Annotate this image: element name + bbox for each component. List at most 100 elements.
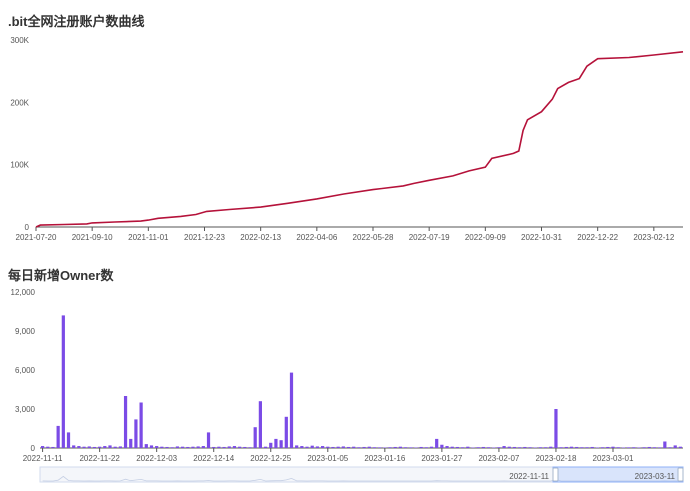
owner-bar <box>357 447 361 448</box>
x-tick-label: 2022-11-11 <box>23 454 63 463</box>
owner-bar <box>289 372 294 448</box>
owner-bar <box>149 445 154 448</box>
x-tick-label: 2022-12-03 <box>136 454 177 463</box>
owner-bar <box>476 447 480 448</box>
owner-bar <box>66 432 71 448</box>
owner-bar <box>310 445 314 448</box>
datazoom-end-handle[interactable] <box>677 467 684 482</box>
owner-bar <box>419 446 423 448</box>
owner-bar <box>611 446 615 448</box>
x-tick-label: 2021-07-20 <box>16 233 57 242</box>
owner-bar <box>383 447 387 448</box>
owner-bar <box>77 446 81 448</box>
owner-bar <box>40 446 45 448</box>
owner-bar <box>263 446 268 448</box>
x-tick-label: 2022-11-22 <box>79 454 120 463</box>
y-tick-label: 300K <box>10 36 29 45</box>
owner-bar <box>466 446 470 448</box>
owner-bar <box>222 446 226 448</box>
owner-bar <box>642 447 646 448</box>
owner-bar <box>606 446 610 448</box>
owner-bar <box>326 446 330 448</box>
y-tick-label: 9,000 <box>15 327 36 336</box>
accounts-series-line <box>35 51 684 228</box>
owner-bar <box>336 446 340 448</box>
y-tick-label: 100K <box>10 161 29 170</box>
owner-bar <box>82 446 86 448</box>
y-tick-label: 3,000 <box>15 405 36 414</box>
owner-bar <box>92 446 97 448</box>
owner-bar <box>652 447 657 448</box>
owner-bar <box>492 447 496 448</box>
owner-bar <box>445 446 449 448</box>
owner-bar <box>108 445 112 448</box>
x-tick-label: 2022-12-25 <box>250 454 291 463</box>
owner-bar <box>378 447 382 448</box>
owner-bar <box>393 446 397 448</box>
owner-bar <box>160 446 164 448</box>
owner-bar <box>269 442 273 448</box>
owner-bar <box>424 447 428 448</box>
x-tick-label: 2023-03-01 <box>593 454 634 463</box>
owner-bar <box>258 401 262 448</box>
owner-bar <box>409 447 413 448</box>
owner-bar <box>206 432 211 448</box>
owner-bar <box>367 446 371 448</box>
owner-bar <box>341 446 345 448</box>
owner-bar <box>284 416 288 448</box>
owner-bar <box>98 446 102 448</box>
owner-bar <box>440 444 444 448</box>
x-tick-label: 2023-01-05 <box>307 454 348 463</box>
owner-bar <box>455 446 460 448</box>
owner-bar <box>321 446 325 448</box>
owner-bar <box>113 446 117 448</box>
owner-bar <box>51 446 55 448</box>
owner-bar <box>632 447 636 448</box>
owner-bar <box>123 396 128 448</box>
datazoom-end-label: 2023-03-11 <box>635 472 676 481</box>
owner-bar <box>362 446 366 448</box>
owner-bar <box>663 441 667 448</box>
x-tick-label: 2022-02-13 <box>240 233 281 242</box>
owner-bar <box>248 447 252 448</box>
owner-bar <box>403 447 408 448</box>
owner-bar <box>637 447 641 448</box>
owner-bar <box>331 446 335 448</box>
owner-bar <box>398 446 402 448</box>
owner-bar <box>429 446 434 448</box>
owner-bar <box>238 446 242 448</box>
owner-bar <box>601 447 605 448</box>
owner-bar <box>191 446 195 448</box>
owner-bar <box>507 446 511 448</box>
x-tick-label: 2021-11-01 <box>128 233 169 242</box>
owner-bar <box>575 446 579 448</box>
owner-bar <box>518 447 522 448</box>
owner-bar <box>621 447 625 448</box>
owner-bar <box>180 446 185 448</box>
datazoom-overview-line <box>42 475 681 482</box>
owner-bar <box>196 446 200 448</box>
x-tick-label: 2022-09-09 <box>465 233 506 242</box>
owner-bar <box>486 447 491 448</box>
owner-bar <box>678 446 683 448</box>
owner-bar <box>61 315 65 448</box>
owner-bar <box>155 446 159 448</box>
owner-bar <box>305 446 309 448</box>
owner-bar <box>559 447 563 448</box>
owner-bar <box>175 446 180 448</box>
owner-bar <box>549 446 553 448</box>
owner-bar <box>315 446 320 448</box>
datazoom-start-handle[interactable] <box>552 467 559 482</box>
owner-bar <box>533 447 537 448</box>
chart-title-accounts: .bit全网注册账户数曲线 <box>8 14 145 29</box>
owner-bar <box>616 447 620 448</box>
y-tick-label: 0 <box>25 223 30 232</box>
owner-bar <box>502 446 506 448</box>
x-tick-label: 2023-01-16 <box>364 454 405 463</box>
owner-bar <box>346 446 351 448</box>
owner-bar <box>523 446 527 448</box>
owner-bar <box>538 447 542 448</box>
owner-bar <box>186 446 190 448</box>
owner-bar <box>170 447 174 448</box>
